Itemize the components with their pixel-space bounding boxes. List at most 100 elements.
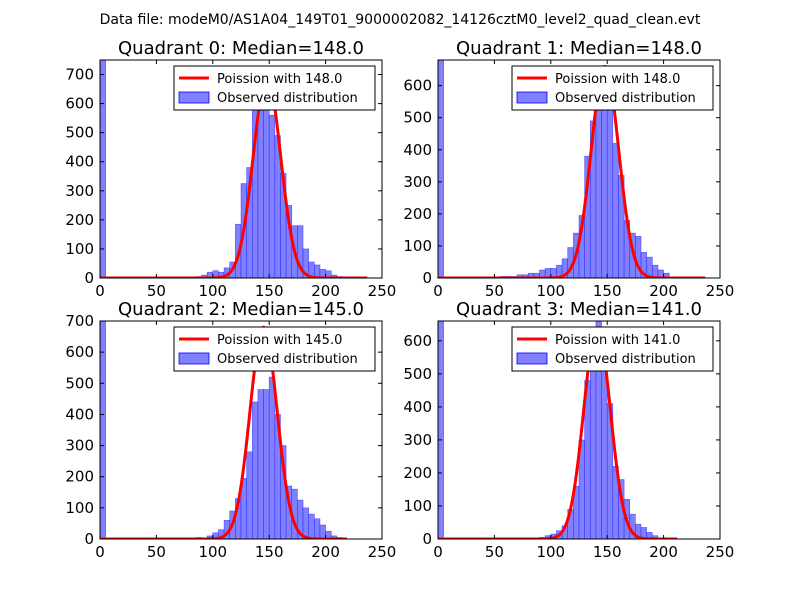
x-tick-label: 0 <box>433 543 443 561</box>
x-tick-label: 200 <box>311 282 340 300</box>
histogram-bar <box>438 60 444 278</box>
y-tick-label: 0 <box>84 530 94 548</box>
y-tick-label: 200 <box>65 468 94 486</box>
y-tick-label: 600 <box>65 343 94 361</box>
y-tick-label: 0 <box>422 269 432 287</box>
x-tick-label: 150 <box>255 282 284 300</box>
y-tick-label: 100 <box>65 240 94 258</box>
x-tick-label: 250 <box>706 543 735 561</box>
x-tick-label: 100 <box>536 282 565 300</box>
x-tick-label: 200 <box>649 543 678 561</box>
subplot-grid: Quadrant 0: Median=148.0 0 50 100 150 200 250 0… <box>65 38 734 561</box>
y-tick-label: 600 <box>65 95 94 113</box>
axes-frame <box>437 59 721 279</box>
legend-label-observed: Observed distribution <box>217 91 358 106</box>
histogram-bar <box>606 98 614 278</box>
histogram-bar <box>100 321 106 539</box>
y-tick-label: 0 <box>422 530 432 548</box>
chart-panel-1: Quadrant 1: Median=148.0 0 50 100 150 200 250 0… <box>403 38 734 300</box>
histogram-bar <box>319 524 326 539</box>
chart-panel-3: Quadrant 3: Median=141.0 0 50 100 150 200 250 0… <box>403 299 734 561</box>
y-tick-label: 200 <box>403 464 432 482</box>
x-tick-label: 200 <box>311 543 340 561</box>
histogram-bar <box>438 321 444 539</box>
legend-label-poisson: Poission with 148.0 <box>555 72 680 87</box>
legend-label-observed: Observed distribution <box>555 352 696 367</box>
x-tick-label: 150 <box>593 282 622 300</box>
x-tick-label: 50 <box>147 543 166 561</box>
histogram-bar <box>612 143 619 278</box>
legend-label-poisson: Poission with 145.0 <box>217 333 342 348</box>
histogram-bar <box>263 91 270 278</box>
y-tick-label: 200 <box>403 205 432 223</box>
x-tick-label: 100 <box>198 282 227 300</box>
y-tick-label: 400 <box>403 398 432 416</box>
x-tick-label: 150 <box>255 543 284 561</box>
y-tick-label: 700 <box>65 312 94 330</box>
plot-area <box>438 321 679 539</box>
legend-label-observed: Observed distribution <box>217 352 358 367</box>
histogram-bar <box>601 363 608 539</box>
histogram-bar <box>595 85 602 278</box>
chart-legend: Poission with 148.0 Observed distribution <box>173 65 376 111</box>
y-tick-label: 100 <box>403 237 432 255</box>
chart-legend: Poission with 148.0 Observed distribution <box>511 65 714 111</box>
chart-legend: Poission with 145.0 Observed distribution <box>173 326 376 372</box>
y-tick-label: 500 <box>403 365 432 383</box>
y-tick-label: 300 <box>65 182 94 200</box>
chart-title: Quadrant 3: Median=141.0 <box>456 299 702 320</box>
histogram-bar <box>601 107 608 278</box>
chart-title: Quadrant 1: Median=148.0 <box>456 38 702 59</box>
x-tick-label: 250 <box>368 543 397 561</box>
histogram-bar <box>263 389 270 539</box>
y-tick-label: 600 <box>403 77 432 95</box>
y-tick-label: 100 <box>403 497 432 515</box>
y-tick-label: 300 <box>403 173 432 191</box>
legend-bar-swatch <box>178 91 210 104</box>
x-tick-label: 0 <box>433 282 443 300</box>
histogram-bar <box>246 451 253 539</box>
histogram-bar <box>100 60 106 278</box>
x-tick-label: 250 <box>706 282 735 300</box>
y-tick-label: 600 <box>403 332 432 350</box>
histogram-bar <box>251 401 259 539</box>
x-tick-label: 50 <box>485 282 504 300</box>
x-tick-label: 200 <box>649 282 678 300</box>
legend-label-poisson: Poission with 141.0 <box>555 333 680 348</box>
x-tick-label: 250 <box>368 282 397 300</box>
histogram-bar <box>589 360 597 539</box>
plot-area <box>100 321 348 539</box>
chart-panel-2: Quadrant 2: Median=145.0 0 50 100 150 200 250 0… <box>65 299 396 561</box>
y-tick-label: 700 <box>65 66 94 84</box>
histogram-bar <box>308 513 315 539</box>
histogram-bar <box>314 518 321 539</box>
axes-frame <box>99 59 383 279</box>
chart-title: Quadrant 0: Median=148.0 <box>118 38 364 59</box>
y-tick-label: 400 <box>65 153 94 171</box>
histogram-bar <box>268 114 276 278</box>
x-tick-label: 100 <box>536 543 565 561</box>
legend-label-poisson: Poission with 148.0 <box>217 72 342 87</box>
x-tick-label: 100 <box>198 543 227 561</box>
axes-frame <box>437 320 721 540</box>
x-tick-label: 150 <box>593 543 622 561</box>
legend-bar-swatch <box>516 352 548 365</box>
y-tick-label: 500 <box>65 124 94 142</box>
y-tick-label: 500 <box>403 109 432 127</box>
axes-frame <box>99 320 383 540</box>
legend-bar-swatch <box>516 91 548 104</box>
histogram-bar <box>268 376 276 539</box>
figure-suptitle: Data file: modeM0/AS1A04_149T01_90000020… <box>100 12 701 28</box>
x-tick-label: 50 <box>147 282 166 300</box>
x-tick-label: 50 <box>485 543 504 561</box>
y-tick-label: 300 <box>403 431 432 449</box>
y-tick-label: 400 <box>403 141 432 159</box>
y-tick-label: 100 <box>65 499 94 517</box>
poisson-curve-line <box>438 326 679 539</box>
y-tick-label: 300 <box>65 437 94 455</box>
x-tick-label: 0 <box>95 543 105 561</box>
y-tick-label: 500 <box>65 374 94 392</box>
poisson-curve-line <box>100 325 348 539</box>
histogram-bar <box>314 264 321 278</box>
